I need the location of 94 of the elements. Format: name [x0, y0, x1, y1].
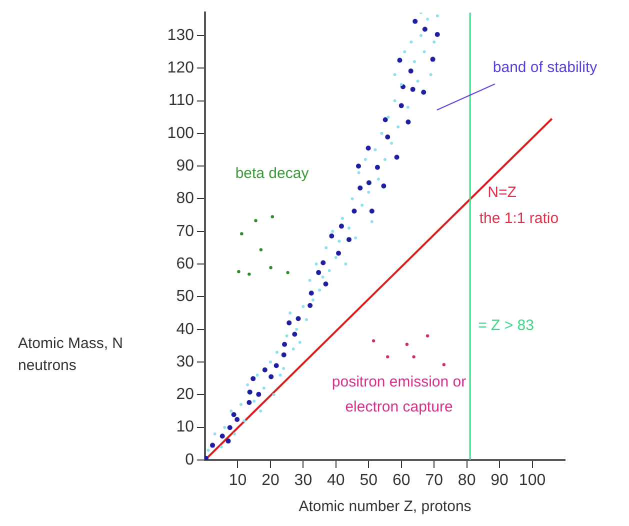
annotation: N=Z [488, 184, 516, 202]
point [408, 68, 414, 74]
point [346, 237, 352, 242]
point [386, 355, 390, 358]
point [426, 334, 430, 338]
point [338, 224, 344, 229]
point [430, 56, 436, 62]
point [394, 154, 400, 160]
y-tick-label: 80 [176, 190, 194, 208]
point [250, 376, 256, 382]
point [240, 232, 244, 236]
x-tick-label: 40 [327, 472, 345, 490]
point [292, 332, 298, 337]
point [227, 425, 232, 430]
point [406, 120, 411, 124]
x-tick-label: 60 [392, 472, 410, 490]
point [234, 417, 240, 422]
point [320, 260, 326, 266]
y-tick-label: 110 [168, 92, 194, 110]
y-axis-title: Atomic Mass, N neutrons [18, 334, 124, 376]
point [412, 355, 416, 358]
y-tick-label: 60 [176, 255, 194, 272]
point [329, 233, 334, 238]
point [398, 103, 404, 108]
x-tick-label: 10 [228, 472, 247, 490]
point [421, 90, 426, 95]
point [296, 316, 301, 322]
point [286, 270, 290, 274]
point [369, 208, 374, 214]
point [434, 32, 440, 37]
point [281, 352, 286, 358]
y-tick-label: 30 [176, 353, 194, 370]
y-tick-label: 40 [176, 320, 194, 338]
x-tick-label: 70 [425, 472, 444, 490]
point [382, 117, 388, 122]
point [270, 215, 274, 218]
point [316, 270, 322, 276]
point [231, 412, 236, 418]
x-tick-label: 90 [490, 472, 509, 490]
y-tick-label: 100 [167, 124, 194, 142]
point [372, 339, 376, 342]
point [336, 250, 342, 256]
y-tick-label: 130 [167, 26, 194, 44]
y-tick-label: 50 [176, 288, 194, 306]
x-tick-label: 20 [262, 472, 280, 490]
point [323, 281, 328, 286]
point [308, 290, 314, 296]
point [366, 180, 372, 186]
point [405, 342, 409, 346]
y-tick-label: 20 [176, 386, 194, 404]
y-tick-label: 0 [185, 451, 194, 468]
point [356, 164, 361, 169]
ref-line-label: = Z > 83 [478, 316, 534, 334]
point [248, 272, 251, 276]
point [226, 438, 231, 444]
point [422, 26, 428, 32]
y-tick-label: 70 [176, 222, 194, 240]
point [374, 164, 380, 170]
point [381, 184, 386, 189]
point [352, 208, 357, 214]
point [412, 18, 418, 24]
point [256, 392, 262, 397]
point [397, 58, 402, 63]
point [410, 86, 416, 92]
x-tick-label: 30 [294, 472, 312, 490]
y-tick-label: 90 [176, 157, 194, 174]
point [268, 374, 274, 380]
point [385, 134, 390, 140]
annotation: positron emission or electron capture [332, 374, 466, 416]
x-axis-title: Atomic number Z, protons [298, 498, 472, 516]
point [442, 363, 446, 366]
point [247, 390, 252, 395]
point [274, 363, 279, 368]
point [246, 400, 252, 406]
point [308, 303, 313, 308]
annotation: beta decay [235, 165, 310, 182]
point [210, 442, 216, 448]
y-tick-label: 120 [167, 60, 194, 77]
point [358, 185, 363, 190]
x-tick-label: 50 [360, 472, 378, 490]
point [269, 266, 272, 270]
point [366, 146, 371, 151]
point [259, 248, 263, 252]
point [282, 342, 288, 347]
annotation: band of stability [492, 59, 598, 76]
point [262, 367, 268, 372]
annotation: the 1:1 ratio [479, 210, 559, 228]
point [237, 270, 240, 274]
point [286, 320, 292, 326]
point [254, 219, 258, 222]
y-tick-label: 10 [176, 418, 194, 436]
point [220, 434, 225, 439]
x-tick-label: 80 [458, 472, 476, 490]
x-tick-label: 100 [518, 472, 546, 490]
